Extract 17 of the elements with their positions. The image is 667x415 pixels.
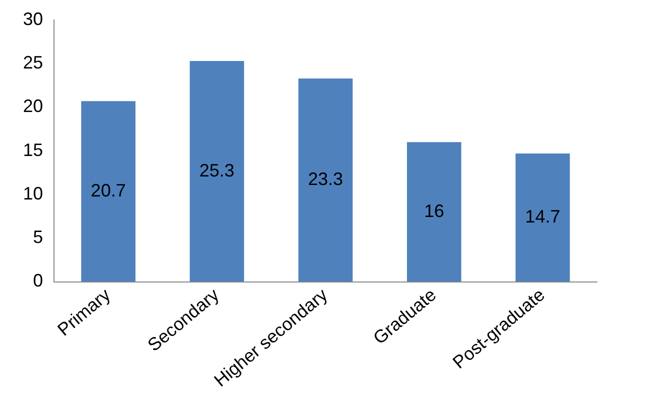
y-tick-label: 5 (33, 227, 44, 248)
y-tick-label: 20 (22, 96, 44, 116)
y-tick-label: 15 (22, 140, 44, 160)
bar (298, 78, 353, 282)
y-tick-label: 10 (22, 183, 44, 204)
y-tick-label: 25 (22, 52, 44, 73)
bar (516, 154, 570, 282)
y-tick-label: 0 (33, 270, 44, 291)
data-label: 25.3 (199, 160, 234, 180)
y-tick-label: 30 (22, 8, 44, 29)
data-label: 14.7 (525, 206, 560, 227)
data-label: 16 (424, 200, 444, 221)
bar (81, 101, 136, 282)
bar (190, 61, 244, 282)
data-label: 20.7 (90, 180, 126, 200)
bar (406, 142, 462, 282)
data-label: 23.3 (308, 169, 344, 190)
